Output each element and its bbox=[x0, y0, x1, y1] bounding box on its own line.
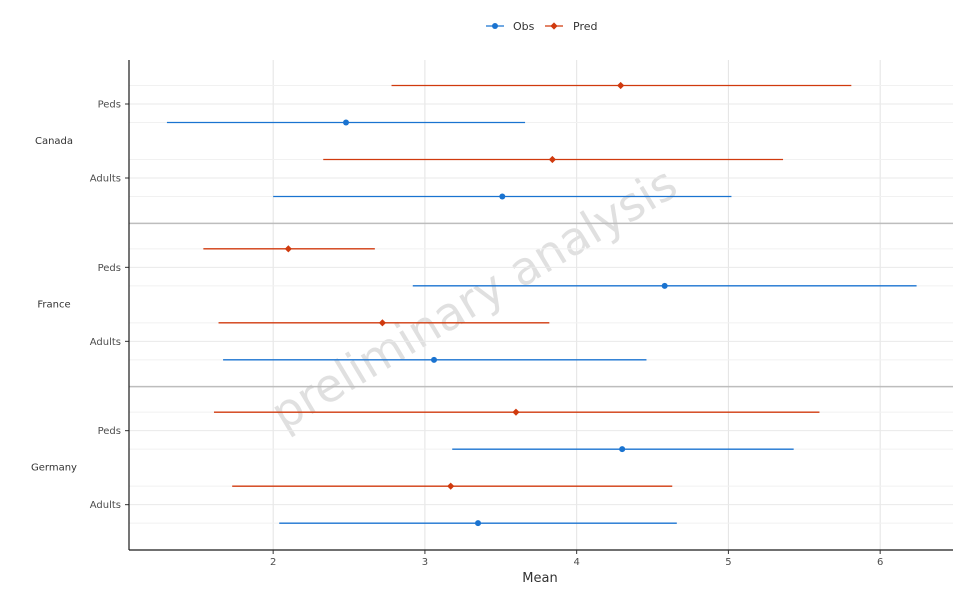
group-label-canada: Canada bbox=[35, 136, 73, 147]
row-label-peds: Peds bbox=[98, 426, 121, 437]
x-axis-title: Mean bbox=[522, 571, 557, 586]
row-label-adults: Adults bbox=[90, 174, 121, 185]
legend-obs-marker bbox=[492, 23, 498, 29]
row-label-adults: Adults bbox=[90, 500, 121, 511]
row-label-peds: Peds bbox=[98, 100, 121, 111]
pred-point-germany-peds bbox=[512, 408, 520, 416]
x-tick-label: 3 bbox=[422, 557, 428, 568]
row-label-adults: Adults bbox=[90, 337, 121, 348]
obs-point-france-adults bbox=[431, 356, 438, 363]
watermark-layer: preliminary analysis bbox=[261, 156, 686, 441]
x-tick-label: 2 bbox=[270, 557, 276, 568]
legend: Obs Pred bbox=[486, 20, 597, 33]
group-separators bbox=[129, 222, 953, 388]
pred-point-canada-adults bbox=[548, 155, 556, 164]
row-label-peds: Peds bbox=[98, 263, 121, 274]
x-tick-label: 5 bbox=[725, 557, 731, 568]
group-label-france: France bbox=[37, 299, 70, 310]
obs-point-germany-adults bbox=[475, 520, 482, 527]
obs-point-germany-peds bbox=[619, 446, 626, 453]
watermark-text: preliminary analysis bbox=[261, 156, 686, 441]
legend-pred-label: Pred bbox=[573, 20, 597, 33]
pred-point-germany-adults bbox=[447, 482, 455, 490]
obs-point-france-peds bbox=[661, 282, 668, 289]
legend-pred-marker bbox=[550, 22, 558, 30]
x-tick-label: 4 bbox=[573, 557, 579, 568]
pred-point-france-peds bbox=[284, 245, 292, 253]
obs-point-canada-peds bbox=[343, 119, 350, 126]
legend-obs-label: Obs bbox=[513, 20, 535, 33]
group-label-germany: Germany bbox=[31, 463, 77, 474]
axes-layer bbox=[125, 60, 953, 554]
pred-point-canada-peds bbox=[617, 81, 625, 90]
grid-layer bbox=[129, 60, 953, 550]
labels-layer: 2 3 4 5 6 Canada Peds Adults France Peds Adults Ger… bbox=[31, 100, 883, 569]
pred-point-france-adults bbox=[378, 319, 387, 327]
interval-layer bbox=[166, 84, 917, 524]
obs-point-canada-adults bbox=[499, 193, 506, 200]
x-tick-label: 6 bbox=[877, 557, 883, 568]
point-layer bbox=[284, 81, 668, 527]
